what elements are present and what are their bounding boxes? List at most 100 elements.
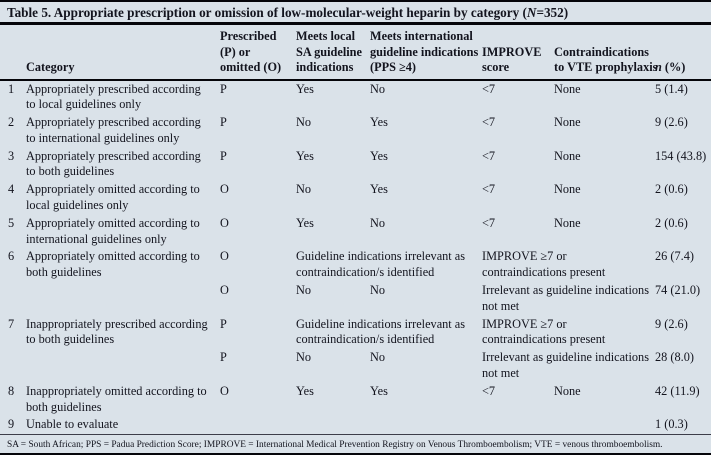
data-cell: P: [220, 316, 227, 331]
data-cell: [482, 416, 554, 434]
row-number-cell: [0, 349, 26, 383]
data-cell: [296, 416, 370, 434]
table-row: 5 Appropriately omitted according to inte…: [0, 215, 711, 249]
data-cell: Yes: [370, 115, 388, 130]
data-cell: [220, 416, 296, 434]
category-cell: Appropriately omitted according to both …: [26, 249, 200, 280]
n-percent-cell: 2 (0.6): [655, 182, 688, 197]
data-cell: Yes: [370, 148, 388, 163]
data-cell: None: [554, 215, 581, 230]
title-text: Table 5. Appropriate prescription or omi…: [7, 5, 527, 20]
title-n-italic: N: [526, 5, 537, 20]
data-cell: No: [296, 350, 312, 365]
data-cell: <7: [482, 182, 496, 197]
data-cell: Guideline indications irrelevant as cont…: [296, 316, 466, 347]
category-cell: Appropriately prescribed according to in…: [26, 115, 201, 145]
col-header-contraindications-vte: Contraindications to VTE prophylaxis: [554, 25, 657, 81]
table-title: Table 5. Appropriate prescription or omi…: [0, 2, 711, 25]
data-cell: No: [296, 182, 312, 197]
col-header-n-percent: n (%): [655, 25, 711, 81]
row-number-cell: 8: [8, 383, 15, 398]
data-cell: P: [220, 350, 227, 365]
table-row: 6 Appropriately omitted according to both…: [0, 248, 711, 282]
row-number-cell: 1: [8, 81, 15, 96]
data-cell: No: [296, 115, 312, 130]
data-cell: None: [554, 115, 581, 130]
category-cell: Appropriately prescribed according to bo…: [26, 148, 201, 179]
col-header-num: [0, 25, 26, 81]
n-percent-cell: 9 (2.6): [655, 115, 688, 130]
data-cell: None: [554, 383, 581, 398]
col-header-meets-local-sa-guideline: Meets local SA guideline indications: [296, 25, 370, 81]
table-row: 2 Appropriately prescribed according to i…: [0, 114, 711, 148]
table-row: P No No Irrelevant as guideline indications…: [0, 349, 711, 383]
data-cell: Guideline indications irrelevant as cont…: [296, 249, 466, 280]
col-header-category: Category: [26, 25, 220, 81]
data-cell: No: [370, 215, 386, 230]
data-cell: IMPROVE ≥7 or contraindications present: [482, 316, 606, 347]
data-cell: Irrelevant as guideline indications not …: [482, 283, 649, 313]
data-cell: Yes: [296, 81, 314, 96]
n-percent-cell: 26 (7.4): [655, 249, 694, 264]
n-percent-cell: 42 (11.9): [655, 383, 700, 398]
row-number-cell: [0, 282, 26, 316]
data-cell: Yes: [370, 383, 388, 398]
data-cell: [554, 416, 655, 434]
data-cell: Yes: [296, 215, 314, 230]
data-cell: [370, 416, 482, 434]
data-cell: Irrelevant as guideline indications not …: [482, 350, 649, 381]
title-suffix: =352): [536, 5, 569, 20]
category-cell: Unable to evaluate: [26, 417, 119, 432]
data-cell: O: [220, 215, 229, 230]
table-row: 8 Inappropriately omitted according to bo…: [0, 383, 711, 417]
data-cell: P: [220, 115, 227, 130]
n-percent-cell: 9 (2.6): [655, 316, 688, 331]
row-number-cell: 2: [8, 115, 15, 130]
category-cell: [26, 282, 220, 316]
data-cell: Yes: [370, 182, 388, 197]
table-row: 4 Appropriately omitted according to loca…: [0, 181, 711, 215]
row-number-cell: 7: [8, 316, 15, 331]
category-cell: Appropriately omitted according to inter…: [26, 215, 200, 246]
category-cell: Appropriately omitted according to local…: [26, 182, 200, 213]
col-header-italic: n: [655, 60, 662, 74]
table-header: Category Prescribed (P) or omitted (O) Mee…: [0, 25, 711, 81]
data-cell: <7: [482, 215, 496, 230]
data-cell: None: [554, 182, 581, 197]
col-header-prescribed-or-omitted: Prescribed (P) or omitted (O): [220, 25, 296, 81]
data-cell: None: [554, 81, 581, 96]
data-cell: P: [220, 81, 227, 96]
data-cell: O: [220, 249, 229, 264]
data-cell: Yes: [296, 148, 314, 163]
category-cell: Appropriately prescribed according to lo…: [26, 81, 201, 112]
data-cell: No: [370, 350, 386, 365]
row-number-cell: 3: [8, 148, 15, 163]
n-percent-cell: 28 (8.0): [655, 350, 694, 365]
table-row: 1 Appropriately prescribed according to l…: [0, 80, 711, 115]
data-cell: Yes: [296, 383, 314, 398]
data-table: Category Prescribed (P) or omitted (O) Mee…: [0, 25, 711, 435]
table-body: 1 Appropriately prescribed according to l…: [0, 80, 711, 435]
row-number-cell: 5: [8, 215, 15, 230]
n-percent-cell: 74 (21.0): [655, 283, 701, 298]
row-number-cell: 9: [8, 417, 15, 432]
data-cell: IMPROVE ≥7 or contraindications present: [482, 249, 606, 280]
row-number-cell: 4: [8, 182, 15, 197]
data-cell: O: [220, 383, 229, 398]
data-cell: No: [370, 283, 386, 298]
data-cell: No: [370, 81, 386, 96]
data-cell: <7: [482, 383, 496, 398]
category-cell: Inappropriately omitted according to bot…: [26, 383, 207, 414]
data-cell: <7: [482, 81, 496, 96]
table-row: 7 Inappropriately prescribed according to…: [0, 316, 711, 350]
row-number-cell: 6: [8, 249, 15, 264]
table-row: 3 Appropriately prescribed according to b…: [0, 148, 711, 182]
table-row: O No No Irrelevant as guideline indications…: [0, 282, 711, 316]
data-cell: <7: [482, 115, 496, 130]
data-cell: O: [220, 283, 229, 298]
col-header-meets-international-guideline: Meets international guideline indication…: [370, 25, 482, 81]
col-header-rest: (%): [661, 60, 686, 74]
header-row: Category Prescribed (P) or omitted (O) Mee…: [0, 25, 711, 81]
category-cell: [26, 349, 220, 383]
